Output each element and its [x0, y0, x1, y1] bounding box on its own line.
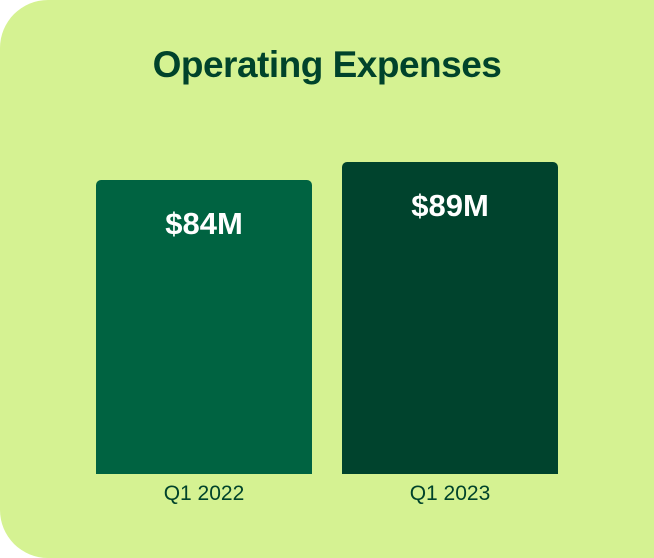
chart-title: Operating Expenses: [152, 44, 502, 85]
bar-q1-2022: $84M: [96, 180, 312, 474]
x-axis-label-q1-2022: Q1 2022: [163, 482, 245, 505]
bar-q1-2023: $89M: [342, 162, 558, 474]
bar-value-label: $84M: [165, 206, 243, 241]
bar-value-label: $89M: [411, 188, 489, 223]
x-axis-label-q1-2023: Q1 2023: [409, 482, 491, 505]
